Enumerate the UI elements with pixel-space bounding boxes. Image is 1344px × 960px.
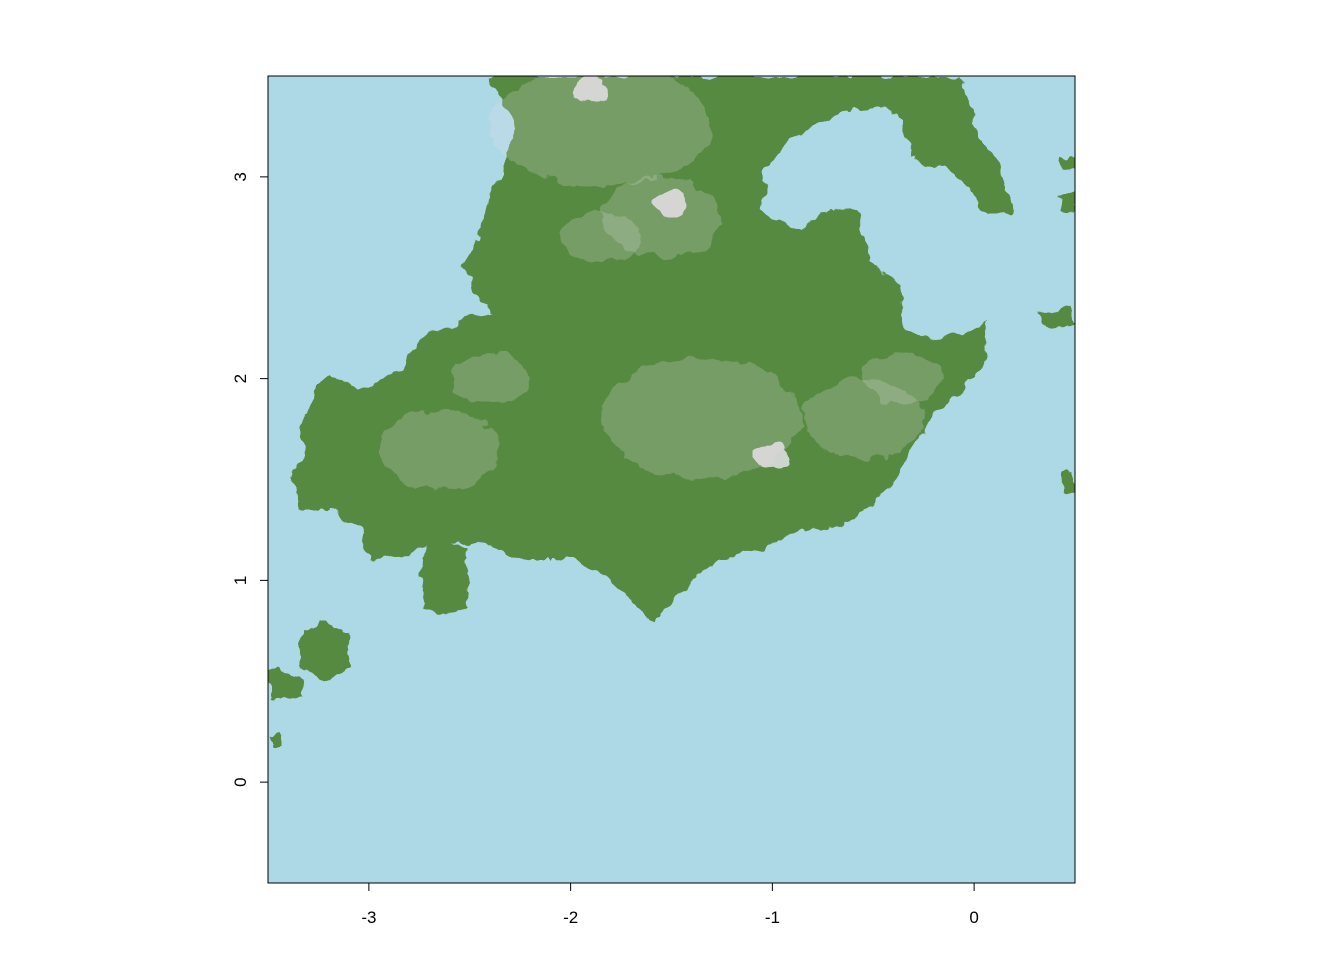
highland-blotch [560, 212, 641, 263]
y-tick-label: 0 [231, 777, 250, 786]
west-islet [300, 620, 350, 680]
x-tick-label: -1 [765, 908, 780, 927]
highland-blotch [379, 409, 500, 490]
x-tick-label: -2 [563, 908, 578, 927]
highland-blotch [601, 358, 802, 479]
y-axis: 0 1 2 3 [231, 172, 268, 787]
southwest-islet [268, 730, 283, 748]
y-tick-label: 3 [231, 172, 250, 181]
main-island [290, 76, 990, 622]
highland-blotch [863, 353, 944, 404]
x-tick-label: 0 [969, 908, 978, 927]
plot-frame [267, 75, 1076, 884]
terrain-layer [268, 76, 1075, 748]
south-peninsula [420, 540, 470, 615]
x-axis: -3 -2 -1 0 [361, 883, 979, 927]
x-tick-label: -3 [361, 908, 376, 927]
west-shore-islet [268, 670, 305, 700]
peak-markers [572, 77, 791, 469]
peak-marker [653, 190, 690, 217]
y-tick-label: 2 [231, 374, 250, 383]
landmass [268, 76, 1075, 748]
peak-marker [754, 442, 791, 469]
highland-blotch [449, 353, 530, 404]
east-islet-2 [1060, 192, 1075, 212]
peak-marker [572, 77, 609, 104]
east-islet-3 [1040, 305, 1075, 330]
east-islet-4 [1062, 470, 1075, 492]
northeast-lobe [910, 110, 1010, 215]
y-tick-label: 1 [231, 576, 250, 585]
highland-shading [379, 76, 944, 490]
east-islet-1 [1058, 158, 1075, 172]
highland-blotch [490, 76, 711, 187]
